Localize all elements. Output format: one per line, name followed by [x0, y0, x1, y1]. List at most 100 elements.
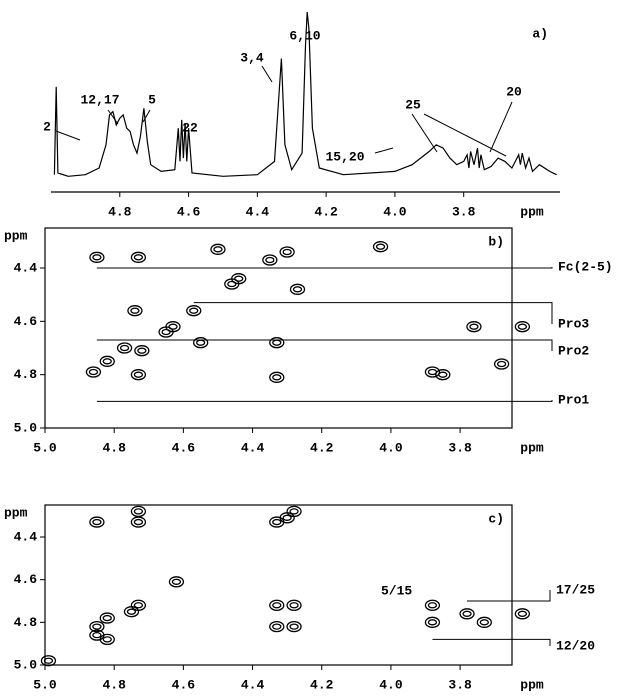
contour	[282, 248, 292, 256]
contour	[133, 518, 144, 526]
x-tick-label: 4.6	[172, 677, 196, 692]
x-tick-label: 4.4	[246, 204, 270, 219]
peak-annotation: 25	[405, 97, 421, 112]
cross-peak	[269, 337, 285, 349]
x-tick-label: 4.4	[241, 677, 265, 692]
contour	[189, 307, 199, 314]
contour	[89, 251, 105, 263]
contour	[137, 347, 147, 354]
peak-annotation: Pro1	[558, 392, 589, 407]
contour	[469, 323, 479, 330]
cross-peak	[231, 273, 247, 285]
contour	[213, 246, 223, 253]
contour	[130, 516, 147, 528]
x-tick-label: 5.0	[33, 677, 57, 692]
annotation-leader	[489, 101, 513, 153]
peak-annotation: Fc(2-5)	[558, 259, 613, 274]
contour	[286, 620, 302, 633]
cross-peak	[262, 254, 278, 266]
contour	[272, 602, 282, 609]
contour	[427, 368, 438, 376]
contour	[262, 254, 278, 266]
x-tick-label: 4.2	[310, 677, 334, 692]
contour	[459, 608, 475, 620]
cross-peak	[127, 305, 143, 317]
y-axis-label: ppm	[4, 228, 28, 243]
contour	[231, 273, 247, 285]
contour	[479, 619, 489, 626]
y-tick-label: 4.6	[14, 314, 38, 329]
contour	[193, 337, 209, 349]
contour	[168, 576, 185, 588]
annotation-leader	[467, 590, 551, 602]
contour	[43, 657, 54, 664]
contour	[289, 623, 299, 630]
cross-peak	[269, 516, 285, 528]
panel-label: c)	[488, 511, 504, 526]
cross-peak	[269, 371, 285, 383]
annotation-leader	[96, 339, 553, 352]
y-tick-label: 4.6	[14, 572, 38, 587]
contour	[438, 371, 448, 378]
contour	[126, 608, 137, 615]
cross-peak	[168, 576, 185, 588]
cross-peak	[286, 505, 302, 518]
peak-annotation: Pro3	[558, 316, 589, 331]
contour	[286, 505, 302, 518]
x-tick-label: 4.8	[108, 204, 132, 219]
x-tick-label: 4.4	[241, 440, 265, 455]
cross-peak	[89, 251, 105, 263]
cross-peak	[435, 369, 451, 381]
cross-peak	[89, 516, 105, 528]
peak-annotation: 6,10	[289, 28, 320, 43]
contour	[99, 612, 115, 624]
contour	[514, 321, 531, 333]
annotation-leader	[261, 65, 273, 83]
contour	[102, 358, 112, 365]
x-tick-label: 4.2	[310, 440, 334, 455]
contour	[92, 518, 102, 526]
x-axis-label: ppm	[520, 677, 544, 692]
peak-annotation: 12/20	[556, 638, 595, 653]
annotation-leader	[423, 113, 507, 157]
annotation-leader	[55, 130, 81, 141]
cross-peak	[279, 246, 295, 258]
contour	[476, 616, 492, 628]
cross-peak	[130, 369, 147, 381]
peak-annotation: 3,4	[240, 50, 264, 65]
contour	[119, 344, 130, 352]
x-tick-label: 4.0	[383, 204, 407, 219]
contour	[130, 369, 147, 381]
x-tick-label: 4.0	[379, 440, 403, 455]
contour	[269, 620, 285, 633]
x-tick-label: 4.6	[177, 204, 201, 219]
x-tick-label: 3.8	[448, 677, 472, 692]
contour	[102, 614, 112, 622]
contour	[435, 369, 451, 381]
x-tick-label: 3.8	[452, 204, 476, 219]
contour	[102, 636, 112, 643]
cross-peak	[210, 243, 226, 255]
contour	[158, 326, 174, 338]
x-tick-label: 3.8	[448, 440, 472, 455]
contour	[427, 619, 438, 626]
x-axis-label: ppm	[520, 204, 544, 219]
contour	[375, 243, 386, 250]
contour	[89, 516, 105, 528]
contour	[269, 371, 285, 383]
contour	[269, 516, 285, 528]
cross-peak	[158, 326, 174, 338]
contour	[424, 616, 441, 628]
contour	[289, 283, 306, 295]
spectrum-line	[53, 11, 557, 177]
y-tick-label: 4.8	[14, 367, 38, 382]
cross-peak	[493, 358, 510, 370]
contour	[427, 602, 438, 609]
panel-label: b)	[488, 234, 504, 249]
peak-annotation: 17/25	[556, 582, 595, 597]
annotation-leader	[96, 267, 553, 269]
cross-peak	[289, 283, 306, 295]
contour	[186, 305, 202, 317]
contour	[286, 599, 302, 611]
